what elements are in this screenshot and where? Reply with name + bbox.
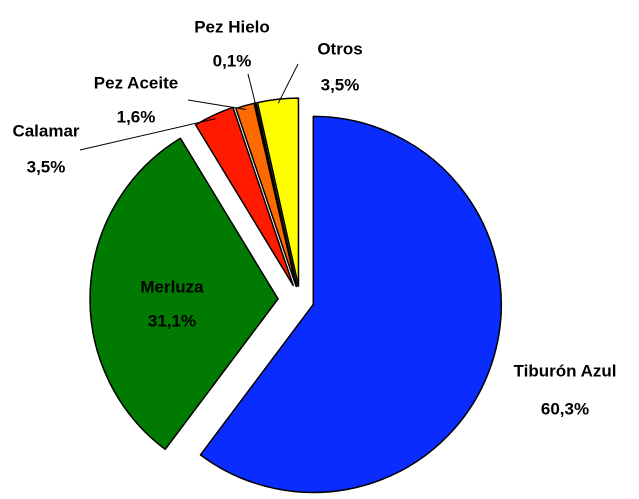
slice-value-label: 60,3% xyxy=(541,399,589,418)
slice-value-label: 31,1% xyxy=(148,311,196,330)
slice-label: Calamar xyxy=(12,121,79,140)
slice-value-label: 1,6% xyxy=(117,107,156,126)
slice-value-label: 3,5% xyxy=(321,75,360,94)
slice-value-label: 3,5% xyxy=(27,157,66,176)
slice-label: Otros xyxy=(317,39,362,58)
leader-line xyxy=(187,99,247,110)
slice-label: Merluza xyxy=(140,277,204,296)
pie-slice xyxy=(199,115,503,494)
leader-line xyxy=(247,73,257,108)
slice-value-label: 0,1% xyxy=(213,51,252,70)
leader-line xyxy=(79,118,216,151)
pie-slice xyxy=(235,102,297,288)
slice-label: Tiburón Azul xyxy=(514,361,617,380)
leader-line xyxy=(277,63,299,104)
slice-label: Pez Aceite xyxy=(94,73,178,92)
pie-slice xyxy=(89,137,279,451)
slice-label: Pez Hielo xyxy=(194,17,270,36)
pie-slice xyxy=(256,97,300,287)
